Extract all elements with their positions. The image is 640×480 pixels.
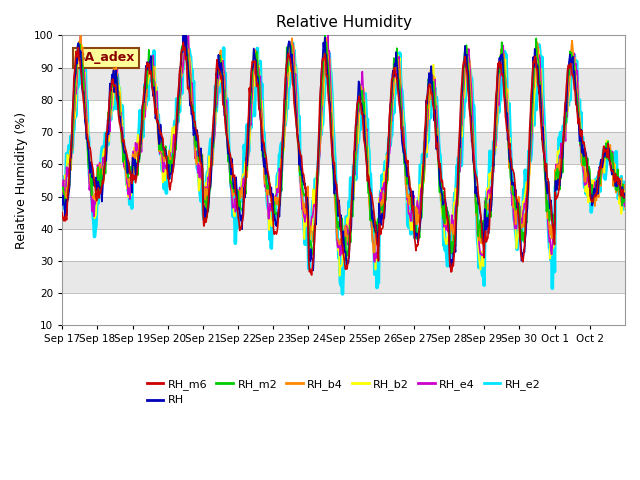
Bar	[62, 229, 625, 261]
Y-axis label: Relative Humidity (%): Relative Humidity (%)	[15, 112, 28, 249]
Bar	[62, 100, 625, 132]
Bar	[62, 164, 625, 196]
Legend: RH_m6, RH, RH_m2, RH_b4, RH_b2, RH_e4, RH_e2: RH_m6, RH, RH_m2, RH_b4, RH_b2, RH_e4, R…	[142, 374, 545, 410]
Bar	[62, 68, 625, 100]
Title: Relative Humidity: Relative Humidity	[276, 15, 412, 30]
Bar	[62, 132, 625, 164]
Bar	[62, 36, 625, 68]
Text: BA_adex: BA_adex	[76, 51, 136, 64]
Bar	[62, 196, 625, 229]
Bar	[62, 293, 625, 325]
Bar	[62, 261, 625, 293]
